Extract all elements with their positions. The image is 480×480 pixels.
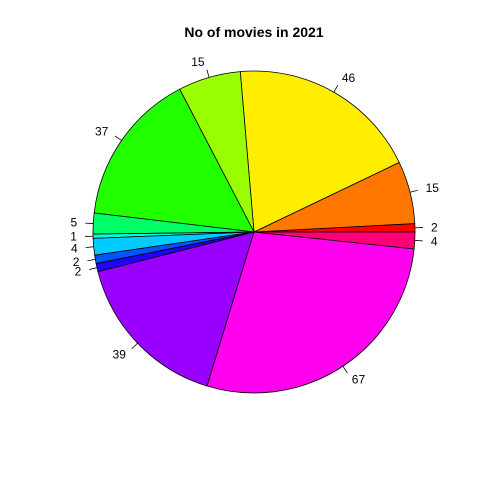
- pie-slice-10: [97, 231, 255, 387]
- pie-tick-9: [89, 267, 98, 270]
- chart-title: No of movies in 2021: [184, 24, 323, 40]
- pie-slice-label-5: 5: [70, 216, 77, 230]
- pie-slice-2: [239, 70, 400, 233]
- pie-slice-label-0: 2: [431, 220, 438, 234]
- pie-label-ticks: [84, 69, 424, 374]
- pie-slice-label-4: 37: [95, 124, 109, 138]
- pie-tick-4: [114, 135, 122, 141]
- pie-slice-label-1: 15: [426, 181, 440, 195]
- pie-slice-label-12: 4: [431, 234, 438, 248]
- pie-tick-2: [333, 85, 339, 93]
- pie-slice-label-9: 2: [75, 264, 82, 278]
- pie-slice-label-3: 15: [191, 55, 205, 69]
- pie-tick-10: [131, 342, 138, 350]
- pie-tick-1: [409, 189, 418, 193]
- pie-slice-label-8: 2: [73, 255, 80, 269]
- pie-slice-12: [253, 231, 416, 250]
- pie-slice-label-7: 4: [71, 241, 78, 255]
- pie-slice-4: [93, 88, 255, 233]
- pie-tick-3: [206, 69, 210, 78]
- pie-slices: [92, 70, 416, 394]
- pie-tick-11: [342, 366, 348, 374]
- pie-slice-11: [206, 231, 415, 394]
- pie-slice-label-6: 1: [70, 230, 77, 244]
- pie-tick-7: [85, 246, 94, 248]
- pie-tick-8: [87, 258, 96, 262]
- pie-slice-label-2: 46: [342, 71, 356, 85]
- pie-slice-label-11: 67: [352, 373, 366, 387]
- pie-slice-label-10: 39: [113, 347, 127, 361]
